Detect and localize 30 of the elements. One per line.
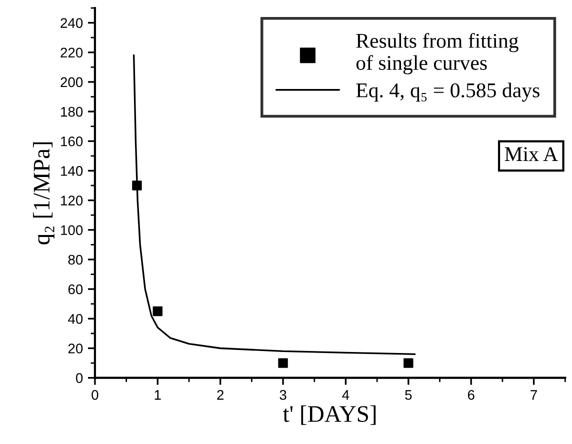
legend-label: Eq. 4, q₅ = 0.585 days <box>356 82 540 102</box>
y-tick-label: 160 <box>61 136 83 146</box>
x-tick-label: 1 <box>154 390 161 400</box>
y-tick-label: 20 <box>68 344 83 354</box>
x-tick-label: 4 <box>342 390 350 400</box>
y-tick-label: 220 <box>60 48 83 58</box>
x-tick-label: 6 <box>468 390 474 400</box>
y-axis-title: q₂ [1/MPa] <box>33 142 54 244</box>
y-tick-label: 40 <box>68 314 83 324</box>
x-tick-label: 3 <box>280 390 286 400</box>
y-tick-label: 200 <box>60 77 83 88</box>
x-tick-label: 0 <box>92 390 98 400</box>
x-tick-label: 5 <box>405 390 412 400</box>
y-tick-label: 60 <box>68 284 83 294</box>
y-tick-label: 180 <box>61 106 83 117</box>
y-tick-label: 0 <box>76 373 83 384</box>
x-axis-title: t' [DAYS] <box>282 405 376 425</box>
y-tick-label: 140 <box>61 166 83 176</box>
x-tick-label: 2 <box>217 390 224 400</box>
point <box>132 180 142 190</box>
y-tick-label: 120 <box>61 196 83 206</box>
legend-label: Results from fitting of single curves <box>356 32 518 74</box>
y-tick-label: 80 <box>68 254 83 265</box>
x-tick-label: 7 <box>530 390 537 400</box>
point <box>278 358 288 368</box>
annotation: Mix A <box>504 147 558 161</box>
y-tick-label: 100 <box>61 225 83 236</box>
point <box>152 306 163 316</box>
point <box>404 358 414 368</box>
y-tick-label: 240 <box>60 18 83 28</box>
